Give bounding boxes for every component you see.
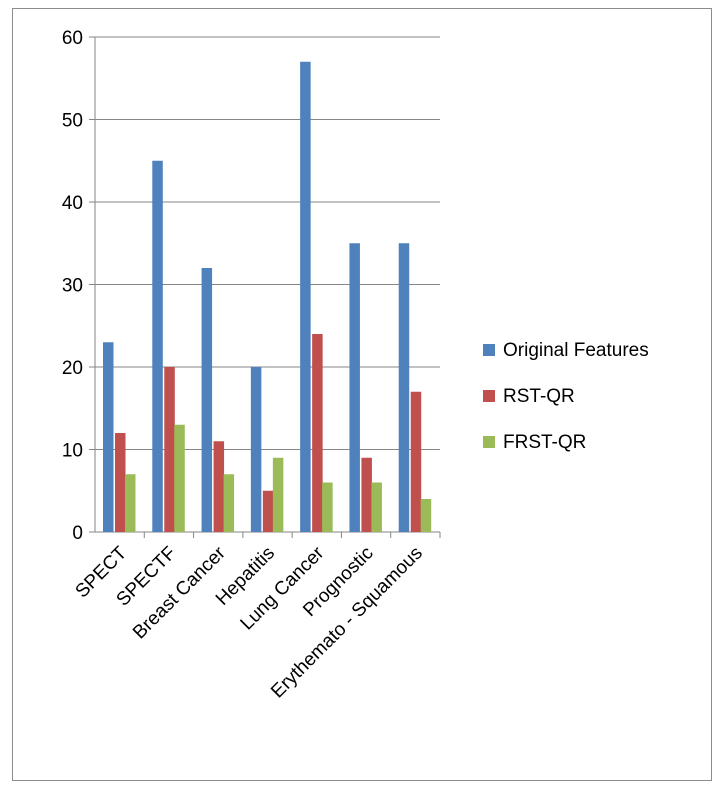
- y-tick-label-0: 0: [72, 523, 83, 544]
- bar-frst-qr-6: [420, 499, 432, 532]
- bar-rst-qr-2: [213, 441, 225, 532]
- bar-original-features-1: [152, 160, 163, 532]
- legend-swatch-1: [483, 390, 495, 402]
- bar-rst-qr-4: [312, 334, 323, 532]
- legend-swatch-2: [483, 436, 495, 448]
- bar-rst-qr-1: [164, 367, 175, 532]
- y-tick-label-10: 10: [62, 441, 83, 462]
- bar-frst-qr-2: [223, 474, 235, 532]
- y-tick-label-40: 40: [62, 193, 83, 214]
- bar-frst-qr-3: [272, 457, 284, 532]
- bar-rst-qr-3: [262, 490, 274, 532]
- bar-frst-qr-1: [174, 424, 185, 532]
- bar-original-features-0: [103, 342, 114, 532]
- bar-rst-qr-0: [115, 433, 126, 532]
- bar-original-features-4: [300, 61, 311, 532]
- y-tick-label-30: 30: [62, 276, 83, 297]
- bar-original-features-3: [250, 367, 262, 532]
- chart-frame: [12, 8, 712, 781]
- y-tick-label-20: 20: [62, 358, 83, 379]
- legend-swatch-0: [483, 344, 495, 356]
- y-tick-label-50: 50: [62, 111, 83, 132]
- bar-rst-qr-5: [361, 457, 372, 532]
- y-tick-label-60: 60: [62, 28, 83, 49]
- legend-label-0: Original Features: [503, 340, 649, 361]
- legend-label-1: RST-QR: [503, 386, 575, 407]
- bar-original-features-2: [201, 268, 213, 532]
- bar-frst-qr-0: [125, 474, 136, 532]
- bar-frst-qr-4: [322, 482, 333, 532]
- bar-rst-qr-6: [410, 391, 422, 532]
- bar-original-features-6: [398, 243, 410, 532]
- bar-original-features-5: [349, 243, 360, 532]
- legend-label-2: FRST-QR: [503, 432, 586, 453]
- bar-frst-qr-5: [371, 482, 382, 532]
